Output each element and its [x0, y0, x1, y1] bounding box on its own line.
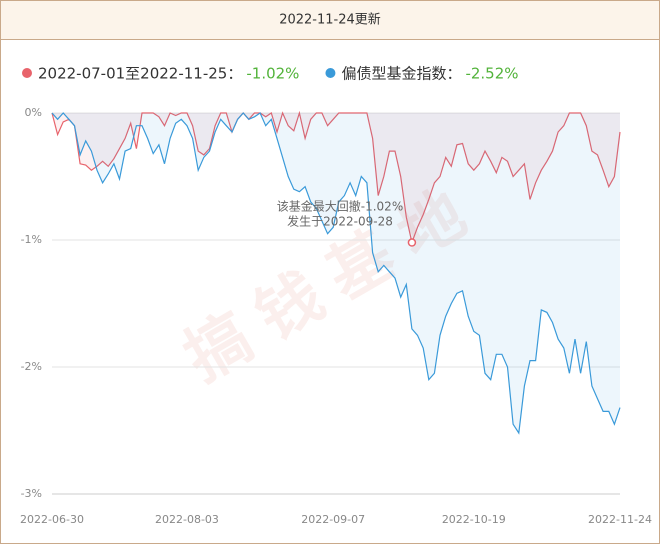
legend-value: -2.52% — [465, 65, 518, 83]
y-tick-label: -3% — [21, 487, 42, 500]
annotation: 该基金最大回撤-1.02% — [277, 199, 403, 214]
legend-value: -1.02% — [246, 65, 299, 83]
x-tick-label: 2022-10-19 — [442, 513, 506, 526]
legend-label: 2022-07-01至2022-11-25： — [38, 65, 242, 83]
y-tick-label: -1% — [21, 233, 42, 246]
area — [52, 113, 620, 243]
line — [51, 112, 621, 435]
x-tick-label: 2022-09-07 — [301, 513, 365, 526]
line — [51, 110, 621, 245]
header-title: 2022-11-24更新 — [279, 12, 381, 28]
annotation: 发生于2022-09-28 — [287, 214, 393, 229]
x-tick-label: 2022-11-24 — [588, 513, 652, 526]
legend-dot — [22, 68, 32, 78]
legend-label: 偏债型基金指数： — [341, 65, 461, 83]
y-tick-label: -2% — [21, 360, 42, 373]
x-tick-label: 2022-08-03 — [155, 513, 219, 526]
area — [52, 113, 620, 433]
y-tick-label: 0% — [25, 106, 42, 119]
x-tick-label: 2022-06-30 — [20, 513, 84, 526]
legend-dot — [325, 68, 336, 78]
header-bar — [0, 0, 660, 40]
drawdown-marker — [407, 238, 417, 247]
